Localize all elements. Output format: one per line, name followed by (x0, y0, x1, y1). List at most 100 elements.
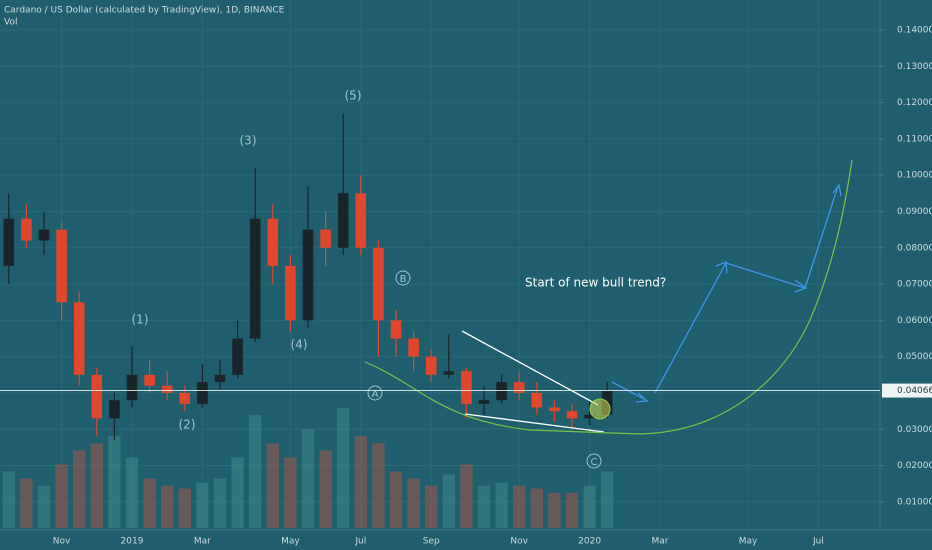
candle-body (232, 338, 243, 375)
highlight (589, 398, 611, 420)
y-tick-label: 0.05000000 (897, 352, 932, 362)
volume-bar (319, 450, 332, 528)
x-tick-label: Nov (53, 537, 71, 547)
x-tick-label: Jul (354, 537, 366, 547)
candle-body (566, 411, 578, 419)
candle-body (549, 407, 560, 412)
volume-bar (2, 471, 15, 528)
volume-bar (301, 429, 315, 528)
wave-label: C (591, 457, 598, 468)
trend-line (461, 330, 599, 406)
candle-body (513, 382, 525, 393)
x-tick-label: May (739, 537, 758, 547)
volume-bar (530, 488, 543, 528)
volume-bar (513, 485, 526, 528)
volume-bar (55, 464, 68, 528)
x-tick-label: Nov (510, 537, 528, 547)
candle-body (390, 320, 402, 339)
arrow (654, 185, 839, 394)
y-tick-label: 0.07000000 (897, 280, 932, 290)
candle-body (179, 392, 191, 404)
candle-body (249, 218, 261, 339)
volume-bar (495, 482, 508, 528)
candles (3, 113, 613, 441)
volume-bar (37, 485, 51, 528)
volume-bar (108, 436, 121, 528)
volume-bar (548, 492, 561, 528)
candle-body (285, 265, 296, 321)
last-price-box (882, 383, 932, 398)
volume-bar (73, 450, 86, 528)
candle-body (478, 400, 490, 404)
y-tick-label: 0.12000000 (897, 98, 932, 108)
volume-bar (284, 457, 297, 528)
wave-label: (5) (345, 89, 362, 103)
wave-circle (367, 385, 383, 401)
x-tick-label: Mar (194, 537, 211, 547)
candle-body (584, 414, 595, 419)
candle-body (355, 193, 367, 248)
x-tick-label: Sep (423, 537, 440, 547)
candle-body (38, 229, 50, 241)
volume-bar (143, 478, 156, 528)
volume-bar (90, 443, 103, 528)
y-tick-label: 0.06000000 (897, 316, 932, 326)
wave-label: B (400, 274, 407, 285)
candle-body (425, 356, 437, 375)
volume-bar (337, 408, 350, 528)
y-tick-label: 0.02000000 (897, 461, 932, 471)
wave-label: (2) (179, 418, 196, 432)
candle-body (302, 229, 314, 321)
y-tick-label: 0.14000000 (897, 25, 932, 35)
volume-bar (389, 471, 403, 528)
y-tick-label: 0.13000000 (897, 62, 932, 72)
wave-circle (586, 453, 602, 469)
candle-body (443, 371, 455, 375)
volume-bar (477, 485, 491, 528)
volume-bar (442, 474, 455, 528)
candle-body (161, 385, 173, 393)
candle-body (373, 247, 384, 321)
wave-label: A (372, 389, 379, 400)
candle-body (126, 374, 138, 401)
candle-body (21, 218, 32, 241)
x-tick-label: Jul (812, 537, 824, 547)
candle-body (531, 392, 543, 408)
candle-body (3, 218, 15, 266)
volume-bar (249, 415, 262, 528)
annotation: Start of new bull trend? (525, 276, 666, 290)
volume-bar (266, 443, 279, 528)
volume-bar (407, 478, 420, 528)
volume-bar (601, 471, 614, 528)
volume-bar (583, 485, 596, 528)
wave-circle (395, 270, 411, 286)
curve (364, 159, 853, 435)
candle-body (337, 193, 349, 248)
candle-body (56, 229, 67, 303)
y-tick-label: 0.01000000 (897, 497, 932, 507)
x-tick-label: May (281, 537, 300, 547)
candle-body (73, 302, 85, 375)
drawings (364, 159, 853, 469)
wave-label: (1) (132, 313, 149, 327)
candle-body (461, 371, 472, 404)
volume-bar (425, 485, 438, 528)
volume-bar (196, 482, 209, 528)
y-tick-label: 0.08000000 (897, 243, 932, 253)
volume-bar (565, 492, 579, 528)
volume-bar (161, 485, 174, 528)
y-tick-label: 0.10000000 (897, 171, 932, 181)
volume-bar (460, 464, 473, 528)
volume-bar (178, 488, 191, 528)
x-tick-label: Mar (652, 537, 669, 547)
x-tick-label: 2019 (121, 537, 144, 547)
candle-body (144, 374, 155, 386)
volume-bar (213, 478, 227, 528)
chart-title: Cardano / US Dollar (calculated by Tradi… (4, 6, 285, 16)
last-price-label: 0.04066192 (897, 386, 932, 396)
volume-label: Vol (4, 18, 17, 28)
candle-body (109, 400, 120, 419)
wave-label: (4) (291, 338, 308, 352)
